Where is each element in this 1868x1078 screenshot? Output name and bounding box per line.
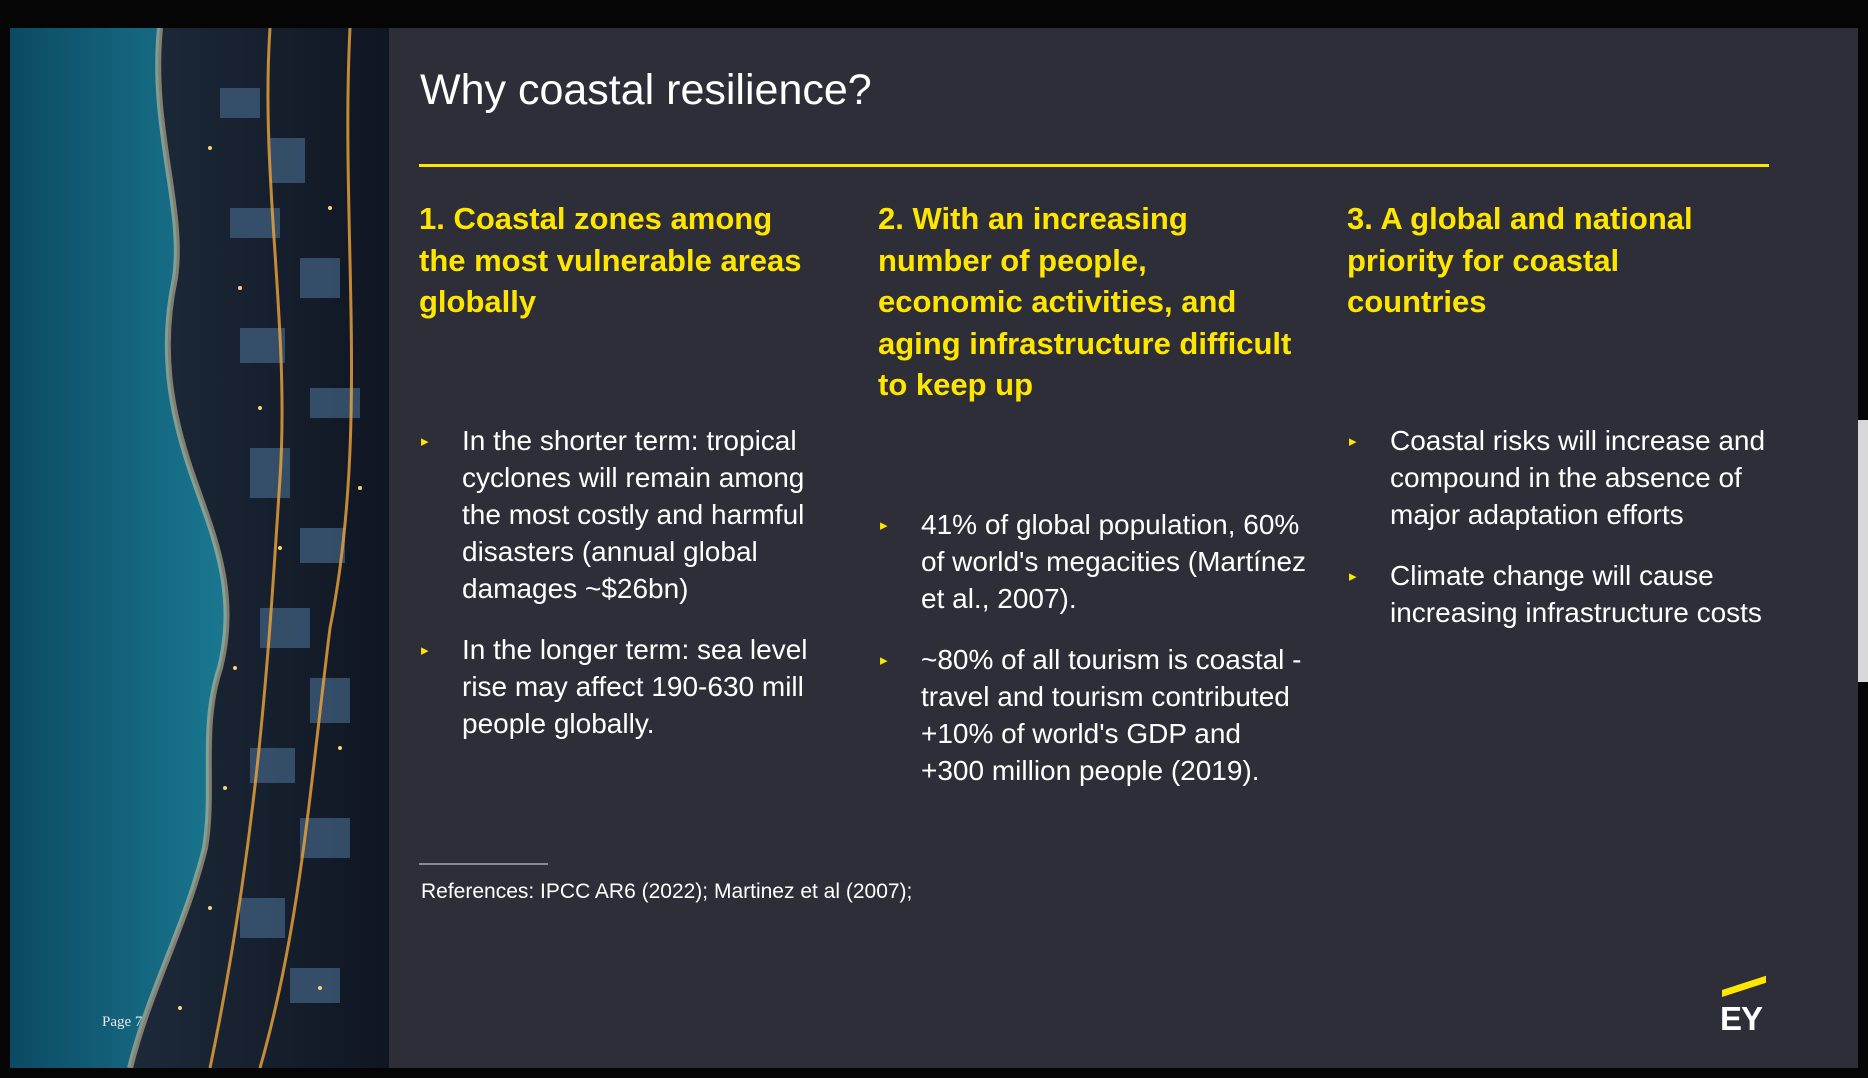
list-item: ▸ Coastal risks will increase and compou…	[1347, 422, 1767, 533]
references-text: References: IPCC AR6 (2022); Martinez et…	[421, 880, 913, 903]
column-2-heading: 2. With an increasing number of people, …	[878, 201, 1292, 402]
list-item: ▸ ~80% of all tourism is coastal - trave…	[878, 641, 1308, 789]
references-divider	[419, 863, 548, 865]
bullet-text: 41% of global population, 60% of world's…	[921, 509, 1307, 614]
bullet-text: Coastal risks will increase and compound…	[1390, 425, 1766, 530]
column-1-heading: 1. Coastal zones among the most vulnerab…	[419, 201, 802, 319]
list-item: ▸ In the longer term: sea level rise may…	[419, 631, 819, 742]
page-number: Page 7	[102, 1014, 143, 1030]
list-item: ▸ Climate change will cause increasing i…	[1347, 557, 1767, 631]
slide-title: Why coastal resilience?	[420, 66, 872, 114]
bullet-arrow-icon: ▸	[1349, 433, 1357, 450]
bullet-arrow-icon: ▸	[880, 652, 888, 669]
logo-beam-icon	[1722, 975, 1766, 997]
bullet-text: In the longer term: sea level rise may a…	[462, 634, 808, 739]
bullet-text: Climate change will cause increasing inf…	[1390, 560, 1762, 628]
column-3-heading: 3. A global and national priority for co…	[1347, 201, 1693, 319]
column-2-bullets: ▸ 41% of global population, 60% of world…	[878, 506, 1308, 813]
slide: Page 7 Why coastal resilience? 1. Coasta…	[10, 28, 1858, 1068]
bullet-arrow-icon: ▸	[421, 642, 429, 659]
vertical-scrollbar[interactable]	[1858, 420, 1868, 682]
column-3-bullets: ▸ Coastal risks will increase and compou…	[1347, 422, 1767, 655]
column-3: 3. A global and national priority for co…	[1347, 198, 1767, 628]
bullet-text: In the shorter term: tropical cyclones w…	[462, 425, 805, 604]
column-2: 2. With an increasing number of people, …	[878, 198, 1306, 786]
column-1: 1. Coastal zones among the most vulnerab…	[419, 198, 819, 739]
list-item: ▸ In the shorter term: tropical cyclones…	[419, 422, 819, 607]
bullet-text: ~80% of all tourism is coastal - travel …	[921, 644, 1302, 786]
bullet-arrow-icon: ▸	[880, 517, 888, 534]
title-divider	[419, 164, 1769, 167]
list-item: ▸ 41% of global population, 60% of world…	[878, 506, 1308, 617]
aerial-city-photo: Page 7	[10, 28, 389, 1068]
bullet-arrow-icon: ▸	[1349, 568, 1357, 585]
logo-text: EY	[1720, 1000, 1763, 1037]
bullet-arrow-icon: ▸	[421, 433, 429, 450]
column-1-bullets: ▸ In the shorter term: tropical cyclones…	[419, 422, 819, 766]
